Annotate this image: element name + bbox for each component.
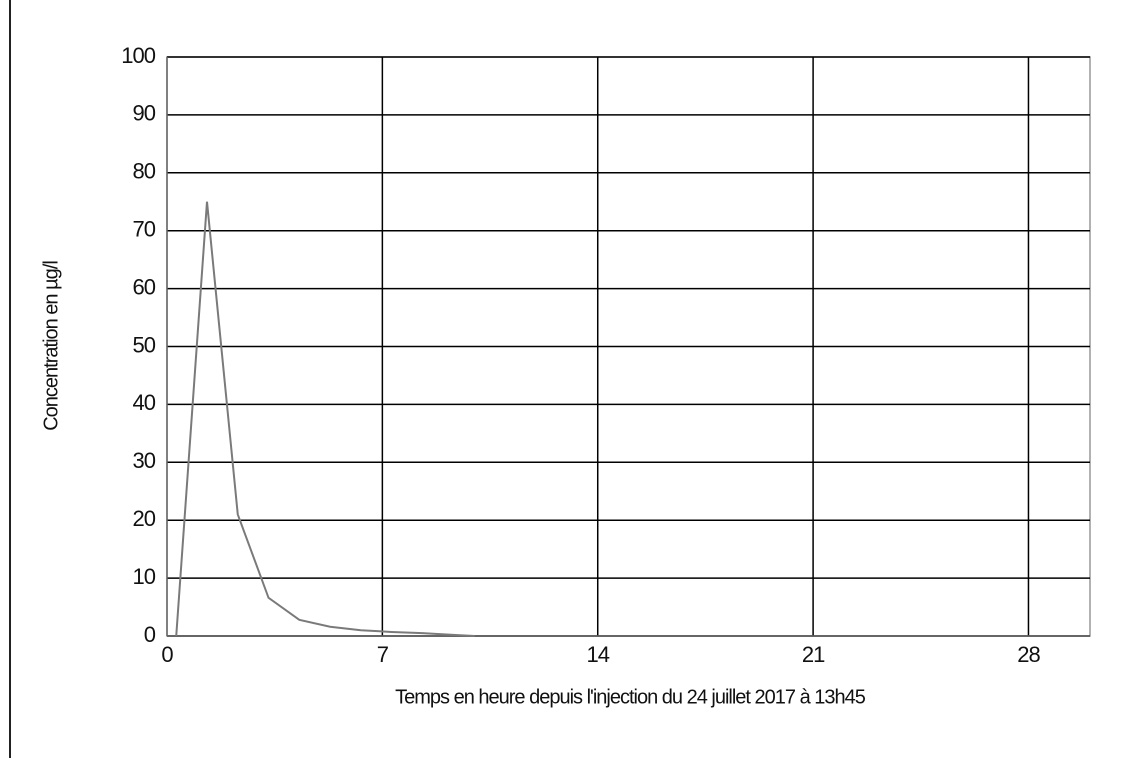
data-line [175,201,475,637]
y-tick-label: 50 [133,332,156,357]
x-axis-title: Temps en heure depuis l'injection du 24 … [395,686,866,708]
x-tick-label: 7 [377,642,389,667]
y-tick-label: 20 [133,506,156,531]
y-tick-label: 10 [133,564,156,589]
x-tick-label: 28 [1017,642,1040,667]
y-tick-label: 100 [121,43,155,68]
y-tick-label: 70 [133,217,156,242]
x-tick-label: 0 [161,642,173,667]
y-tick-label: 0 [144,622,156,647]
y-tick-label: 80 [133,159,156,184]
x-tick-label: 14 [586,642,609,667]
y-tick-label: 60 [133,274,156,299]
x-tick-label: 21 [802,642,825,667]
y-axis-title: Concentration en µg/l [40,261,62,431]
y-tick-label: 40 [133,390,156,415]
y-tick-label: 90 [133,101,156,126]
y-tick-label: 30 [133,448,156,473]
